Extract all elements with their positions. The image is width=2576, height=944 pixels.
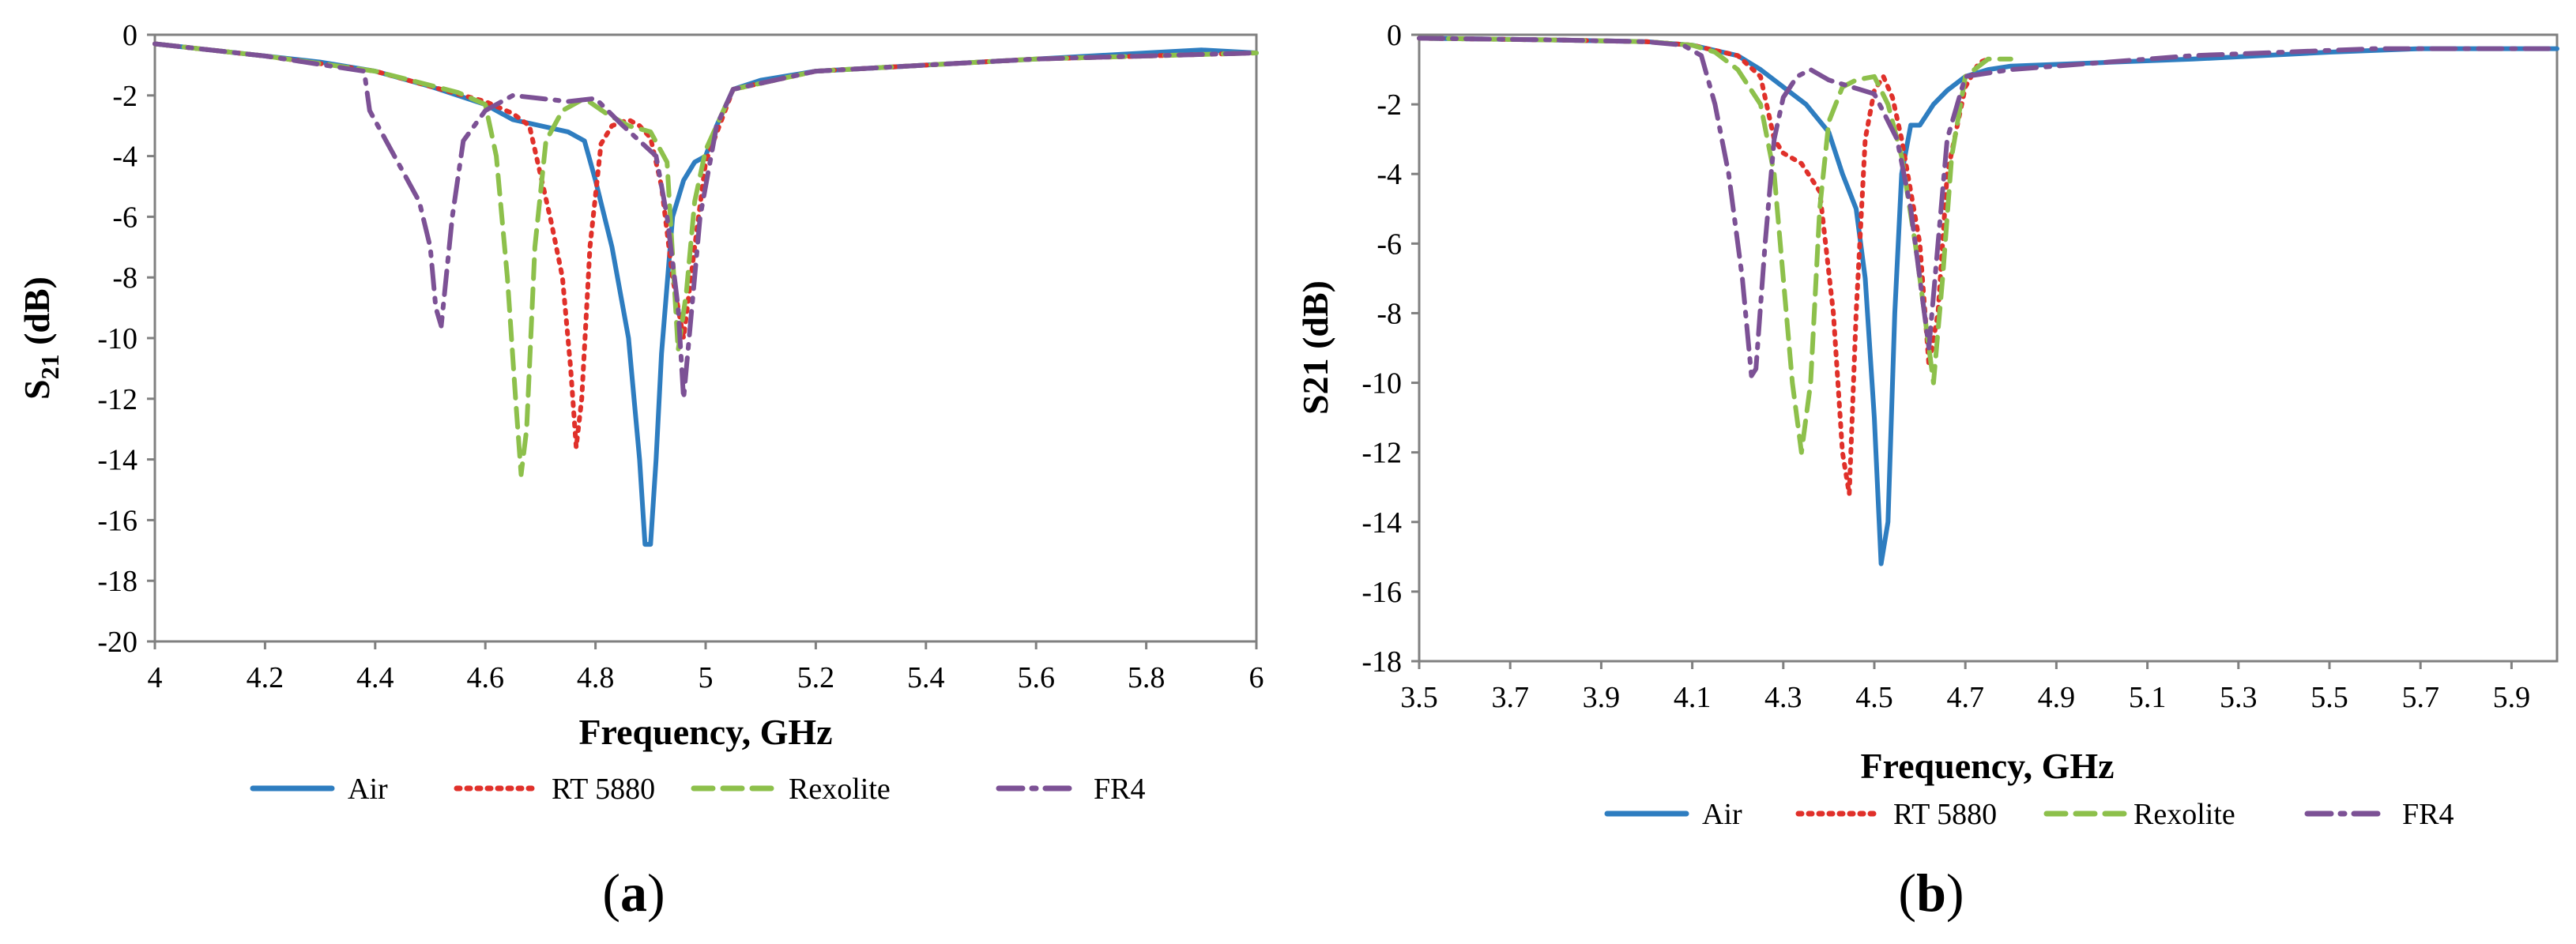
legend-label-rexolite: Rexolite xyxy=(2133,798,2235,831)
y-tick-label: -12 xyxy=(1361,437,1402,470)
series-layer-a xyxy=(153,41,1259,547)
y-axis-title-a: S21 (dB) xyxy=(17,276,64,400)
panel-caption-a: (a) xyxy=(602,863,665,923)
panel-caption-letter-a: a xyxy=(620,863,647,923)
x-tick-label: 3.9 xyxy=(1583,681,1621,714)
y-tick-label: -10 xyxy=(97,322,137,355)
legend-b: Air RT 5880 Rexolite FR4 xyxy=(1604,798,2454,831)
series-line-rexolite xyxy=(1417,36,2013,455)
x-tick-label: 5.8 xyxy=(1128,661,1166,694)
y-axis-ticks-a: 0 -2 -4 -6 -8 -10 -12 -14 -16 -18 -20 xyxy=(97,19,155,659)
x-tick-label: 4.6 xyxy=(466,661,504,694)
series-line-fr4 xyxy=(153,41,1259,401)
y-tick-label: -4 xyxy=(1377,158,1402,191)
legend-label-rexolite: Rexolite xyxy=(789,773,891,806)
legend-a: Air RT 5880 Rexolite FR4 xyxy=(250,773,1145,806)
legend-label-fr4: FR4 xyxy=(1094,773,1145,806)
x-tick-label: 5 xyxy=(699,661,714,694)
x-tick-label: 5.1 xyxy=(2129,681,2167,714)
panel-caption-letter-b: b xyxy=(1916,863,1946,923)
legend-item-rexolite: Rexolite xyxy=(2043,798,2235,831)
y-tick-label: -4 xyxy=(112,141,137,174)
series-line-rexolite xyxy=(153,41,1259,477)
x-tick-label: 5.6 xyxy=(1017,661,1055,694)
x-tick-label: 4.1 xyxy=(1674,681,1712,714)
x-tick-label: 4 xyxy=(148,661,163,694)
legend-item-air: Air xyxy=(250,773,388,806)
legend-label-air: Air xyxy=(348,773,388,806)
y-tick-label: -20 xyxy=(97,626,137,659)
legend-item-rt5880: RT 5880 xyxy=(454,773,655,806)
legend-item-air: Air xyxy=(1604,798,1742,831)
x-tick-label: 3.7 xyxy=(1491,681,1529,714)
panel-a: 0 -2 -4 -6 -8 -10 -12 -14 -16 -18 -20 4 4.2 4.4 4.6 4.… xyxy=(17,19,1264,923)
y-tick-label: 0 xyxy=(1387,19,1402,52)
legend-label-air: Air xyxy=(1702,798,1742,831)
y-tick-label: -16 xyxy=(97,504,137,537)
x-tick-label: 5.3 xyxy=(2220,681,2258,714)
legend-label-rt5880: RT 5880 xyxy=(1893,798,1997,831)
y-axis-title-b: S21 (dB) xyxy=(1295,280,1335,415)
y-tick-label: -2 xyxy=(1377,88,1402,122)
legend-item-fr4: FR4 xyxy=(996,773,1145,806)
x-axis-title-b: Frequency, GHz xyxy=(1860,746,2114,786)
series-line-fr4 xyxy=(1417,36,2559,378)
x-tick-label: 5.2 xyxy=(797,661,835,694)
plot-area-a xyxy=(153,33,1258,643)
y-tick-label: -6 xyxy=(112,201,137,234)
series-line-air xyxy=(153,41,1259,547)
series-line-rt5880 xyxy=(153,41,1259,450)
legend-item-rexolite: Rexolite xyxy=(691,773,891,806)
y-tick-label: -10 xyxy=(1361,367,1402,401)
panel-b: 0 -2 -4 -6 -8 -10 -12 -14 -16 -18 3.5 3.7 3.9 4.1 4.3… xyxy=(1295,19,2559,923)
x-tick-label: 4.3 xyxy=(1764,681,1802,714)
y-axis-title-subscript: 21 xyxy=(36,354,64,379)
series-line-rt5880 xyxy=(1417,36,1990,497)
x-tick-label: 4.8 xyxy=(577,661,615,694)
x-tick-label: 4.5 xyxy=(1855,681,1893,714)
x-tick-label: 4.4 xyxy=(356,661,394,694)
series-line-air xyxy=(1417,36,2559,566)
legend-label-rt5880: RT 5880 xyxy=(552,773,655,806)
y-tick-label: -6 xyxy=(1377,228,1402,261)
y-axis-ticks-b: 0 -2 -4 -6 -8 -10 -12 -14 -16 -18 xyxy=(1361,19,1419,679)
x-tick-label: 5.5 xyxy=(2310,681,2348,714)
y-tick-label: 0 xyxy=(122,19,137,52)
x-tick-label: 4.9 xyxy=(2038,681,2076,714)
x-axis-title-a: Frequency, GHz xyxy=(578,712,832,752)
y-tick-label: -14 xyxy=(97,444,137,477)
series-layer-b xyxy=(1417,36,2559,566)
plot-area-b xyxy=(1418,33,2559,663)
y-tick-label: -18 xyxy=(1361,645,1402,679)
y-tick-label: -14 xyxy=(1361,506,1402,540)
y-tick-label: -12 xyxy=(97,383,137,416)
y-tick-label: -8 xyxy=(112,261,137,295)
y-tick-label: -8 xyxy=(1377,297,1402,330)
y-axis-title-rest: (dB) xyxy=(17,276,57,354)
x-tick-label: 6 xyxy=(1249,661,1264,694)
x-tick-label: 4.2 xyxy=(247,661,284,694)
panel-caption-b: (b) xyxy=(1898,863,1964,923)
y-axis-title-main: S xyxy=(17,379,57,400)
x-tick-label: 3.5 xyxy=(1400,681,1438,714)
y-axis-title-rest: (dB) xyxy=(1295,280,1335,358)
legend-item-rt5880: RT 5880 xyxy=(1795,798,1997,831)
x-axis-ticks-b: 3.5 3.7 3.9 4.1 4.3 4.5 4.7 4.9 5.1 5.3 5.5 5.7 5.9 xyxy=(1400,661,2530,714)
x-tick-label: 5.9 xyxy=(2493,681,2531,714)
x-axis-ticks-a: 4 4.2 4.4 4.6 4.8 5 5.2 5.4 5.6 5.8 6 xyxy=(148,641,1264,694)
y-tick-label: -16 xyxy=(1361,576,1402,609)
legend-item-fr4: FR4 xyxy=(2304,798,2454,831)
y-tick-label: -18 xyxy=(97,565,137,598)
y-axis-title-main: S21 xyxy=(1295,358,1335,415)
legend-label-fr4: FR4 xyxy=(2402,798,2454,831)
y-tick-label: -2 xyxy=(112,80,137,113)
x-tick-label: 4.7 xyxy=(1946,681,1984,714)
x-tick-label: 5.4 xyxy=(907,661,945,694)
x-tick-label: 5.7 xyxy=(2401,681,2439,714)
